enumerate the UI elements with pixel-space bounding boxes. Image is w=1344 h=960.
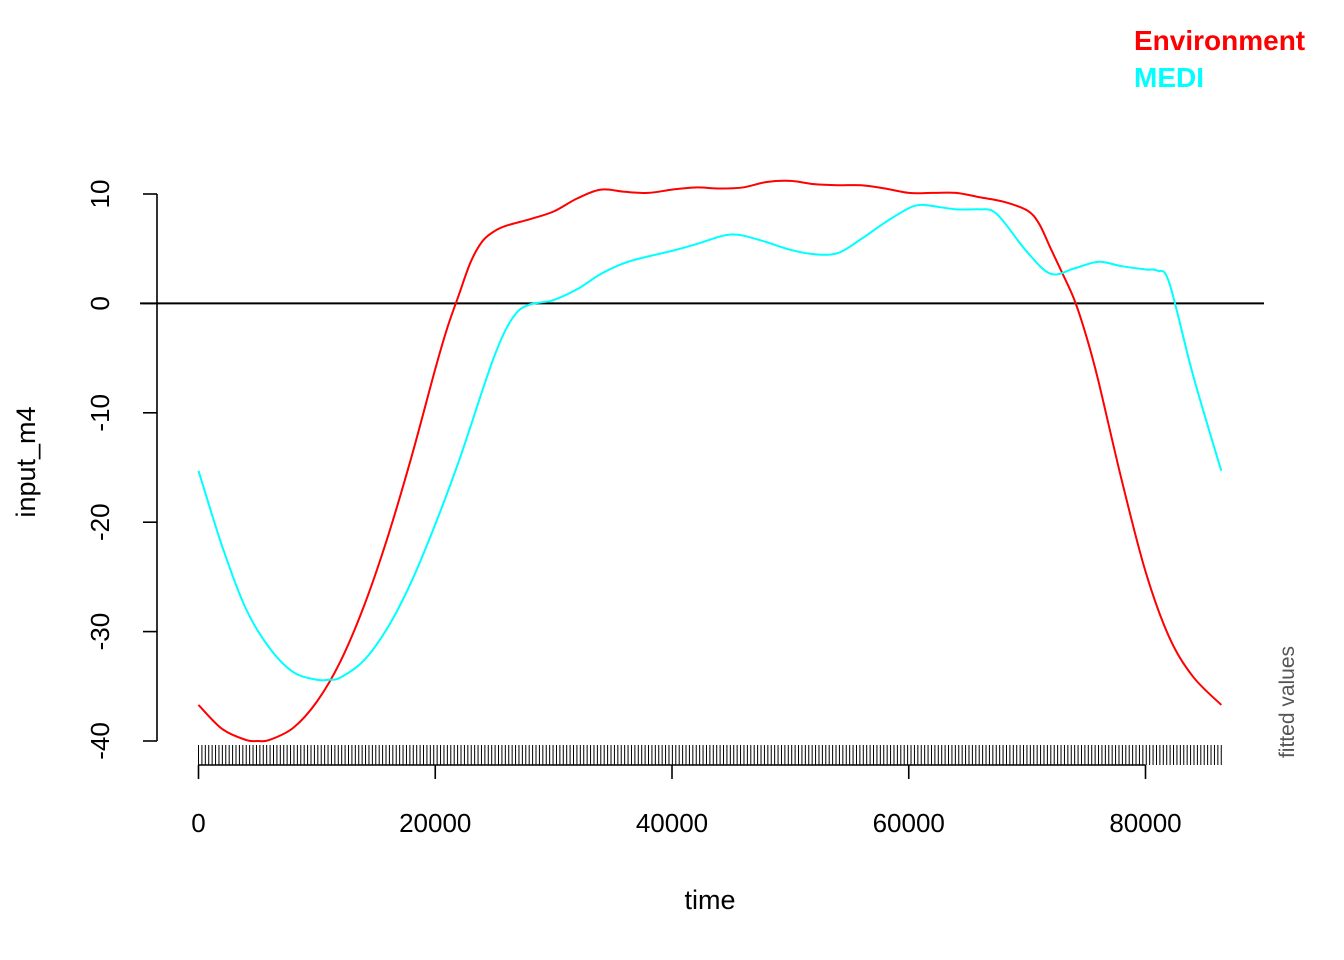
rug-layer [198,745,1222,765]
x-tick-label: 40000 [636,808,708,838]
series-line-environment [197,179,1222,743]
y-tick-label: -20 [85,503,115,541]
y-tick-label: -30 [85,613,115,651]
legend: Environment MEDI [1134,25,1305,93]
y-tick-label: 10 [85,180,115,209]
y-tick-label: -40 [85,722,115,760]
y-tick-label: 0 [85,296,115,310]
rug-ticks [198,745,1222,765]
y-axis-title: input_m4 [11,406,41,517]
x-tick-label: 60000 [873,808,945,838]
x-tick-label: 80000 [1109,808,1181,838]
y-axis: -40 -30 -20 -10 0 10 [85,180,158,760]
fitted-values-note: fitted values [1276,646,1299,758]
x-tick-label: 20000 [399,808,471,838]
series-layer [197,179,1223,743]
series-line-medi [197,203,1223,682]
x-axis-title: time [684,885,735,915]
legend-label-environment: Environment [1134,25,1305,56]
y-tick-label: -10 [85,394,115,432]
x-axis: 0 20000 40000 60000 80000 [191,764,1182,838]
legend-label-medi: MEDI [1134,62,1204,93]
x-tick-label: 0 [191,808,205,838]
